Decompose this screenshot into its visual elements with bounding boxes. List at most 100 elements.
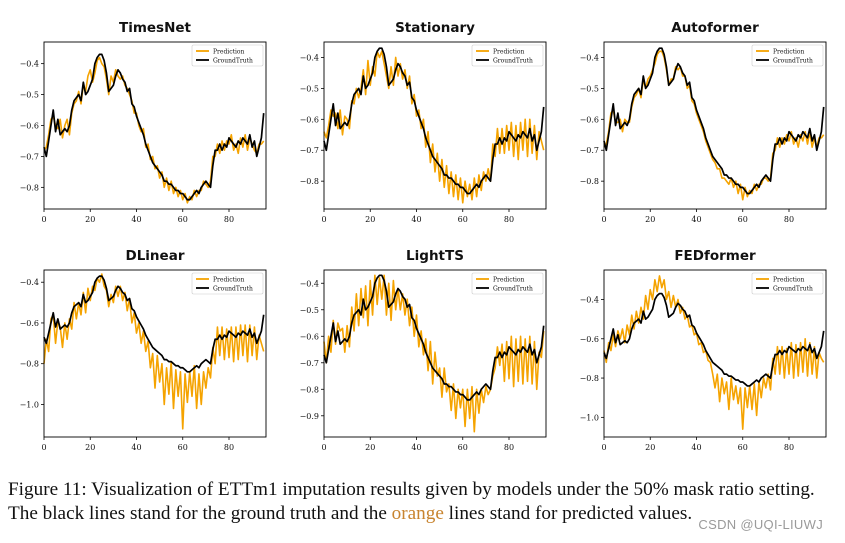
legend-ground-truth-label: GroundTruth xyxy=(493,58,533,65)
figure-caption: Figure 11: Visualization of ETTm1 imputa… xyxy=(8,478,838,526)
x-tick-label: 20 xyxy=(645,443,655,452)
legend-prediction-label: Prediction xyxy=(213,277,245,284)
legend-prediction-label: Prediction xyxy=(773,277,805,284)
plot-frame xyxy=(323,269,547,438)
chart-title: LightTS xyxy=(406,248,464,264)
y-tick-label: −0.8 xyxy=(300,177,319,186)
ground-truth-line xyxy=(43,275,265,373)
x-tick-label: 80 xyxy=(784,215,794,224)
chart-title: FEDformer xyxy=(674,248,756,264)
y-tick-label: −0.7 xyxy=(300,359,319,368)
prediction-line xyxy=(43,56,265,204)
y-tick-label: −0.7 xyxy=(580,146,599,155)
prediction-line xyxy=(323,50,545,204)
prediction-line xyxy=(603,50,825,201)
chart-panel-dlinear: DLinear 0 20 40 60 80 −0.4 −0.6 −0.8 −1.0 Predicti… xyxy=(20,248,267,452)
chart-title: DLinear xyxy=(126,248,185,264)
caption-text: Figure 11: Visualization of ETTm1 imputa… xyxy=(8,479,815,524)
y-tick-label: −0.4 xyxy=(580,53,599,62)
x-tick-label: 40 xyxy=(691,443,701,452)
chart-title: Stationary xyxy=(395,20,475,36)
y-tick-label: −0.8 xyxy=(580,177,599,186)
x-tick-label: 20 xyxy=(365,443,375,452)
y-tick-label: −0.8 xyxy=(20,360,39,369)
prediction-line xyxy=(323,274,545,433)
legend-box xyxy=(471,44,544,67)
x-tick-label: 0 xyxy=(41,215,46,224)
x-tick-label: 0 xyxy=(41,443,46,452)
x-tick-label: 60 xyxy=(458,443,468,452)
legend-ground-truth-label: GroundTruth xyxy=(773,286,813,293)
plot-frame xyxy=(43,269,267,438)
y-tick-label: −0.4 xyxy=(20,278,39,287)
x-tick-label: 20 xyxy=(85,443,95,452)
prediction-line xyxy=(603,275,825,430)
x-tick-label: 40 xyxy=(411,215,421,224)
chart-panel-fedformer: FEDformer 0 20 40 60 80 −0.4 −0.6 −0.8 −1.0 Predic… xyxy=(580,248,827,452)
x-tick-label: 80 xyxy=(224,215,234,224)
legend-ground-truth-label: GroundTruth xyxy=(213,58,253,65)
prediction-line xyxy=(43,273,265,430)
figure-grid: TimesNet 0 20 40 60 80 −0.4 −0.5 −0.6 −0.7 −0.8 Pre… xyxy=(20,20,827,452)
figure-svg: TimesNet 0 20 40 60 80 −0.4 −0.5 −0.6 −0.7 −0.8 Pre… xyxy=(20,20,827,452)
legend-box xyxy=(191,44,264,67)
y-tick-label: −0.4 xyxy=(20,60,39,69)
caption-orange-word: orange xyxy=(391,503,444,524)
x-tick-label: 40 xyxy=(131,443,141,452)
ground-truth-line xyxy=(603,47,825,195)
x-tick-label: 0 xyxy=(321,443,326,452)
legend-box xyxy=(751,272,824,295)
legend-prediction-label: Prediction xyxy=(493,277,525,284)
legend-box xyxy=(751,44,824,67)
chart-panel-autoformer: Autoformer 0 20 40 60 80 −0.4 −0.5 −0.6 −0.7 −0.8 P… xyxy=(580,20,827,224)
y-tick-label: −0.7 xyxy=(300,146,319,155)
x-tick-label: 20 xyxy=(85,215,95,224)
y-tick-label: −0.6 xyxy=(20,319,39,328)
chart-panel-stationary: Stationary 0 20 40 60 80 −0.4 −0.5 −0.6 −0.7 −0.8 P… xyxy=(300,20,547,224)
ground-truth-line xyxy=(323,47,545,195)
y-tick-label: −0.5 xyxy=(20,91,39,100)
x-tick-label: 80 xyxy=(504,443,514,452)
y-tick-label: −0.8 xyxy=(580,374,599,383)
y-tick-label: −0.6 xyxy=(580,335,599,344)
y-tick-label: −0.5 xyxy=(580,84,599,93)
legend-ground-truth-label: GroundTruth xyxy=(213,286,253,293)
y-tick-label: −0.6 xyxy=(580,115,599,124)
y-tick-label: −1.0 xyxy=(20,400,39,409)
x-tick-label: 20 xyxy=(645,215,655,224)
y-tick-label: −0.5 xyxy=(300,306,319,315)
caption-text-end: lines stand for predicted values. xyxy=(443,503,693,524)
y-tick-label: −1.0 xyxy=(580,413,599,422)
x-tick-label: 20 xyxy=(365,215,375,224)
legend-box xyxy=(471,272,544,295)
y-tick-label: −0.8 xyxy=(20,183,39,192)
x-tick-label: 0 xyxy=(601,215,606,224)
x-tick-label: 0 xyxy=(601,443,606,452)
ground-truth-line xyxy=(323,274,545,401)
y-tick-label: −0.7 xyxy=(20,152,39,161)
x-tick-label: 60 xyxy=(458,215,468,224)
chart-panel-lightts: LightTS 0 20 40 60 80 −0.4 −0.5 −0.6 −0.7 −0.8 −0.9… xyxy=(300,248,547,452)
legend-prediction-label: Prediction xyxy=(773,49,805,56)
x-tick-label: 60 xyxy=(738,443,748,452)
y-tick-label: −0.8 xyxy=(300,385,319,394)
x-tick-label: 40 xyxy=(131,215,141,224)
x-tick-label: 80 xyxy=(504,215,514,224)
legend-ground-truth-label: GroundTruth xyxy=(493,286,533,293)
ground-truth-line xyxy=(603,292,825,387)
y-tick-label: −0.6 xyxy=(300,332,319,341)
y-tick-label: −0.4 xyxy=(300,53,319,62)
y-tick-label: −0.4 xyxy=(580,295,599,304)
watermark: CSDN @UQI-LIUWJ xyxy=(698,517,823,532)
x-tick-label: 40 xyxy=(691,215,701,224)
y-tick-label: −0.6 xyxy=(300,115,319,124)
x-tick-label: 80 xyxy=(784,443,794,452)
x-tick-label: 60 xyxy=(178,215,188,224)
ground-truth-line xyxy=(43,53,265,201)
x-tick-label: 40 xyxy=(411,443,421,452)
legend-prediction-label: Prediction xyxy=(493,49,525,56)
x-tick-label: 0 xyxy=(321,215,326,224)
x-tick-label: 60 xyxy=(738,215,748,224)
plot-frame xyxy=(43,41,267,210)
y-tick-label: −0.9 xyxy=(300,412,319,421)
